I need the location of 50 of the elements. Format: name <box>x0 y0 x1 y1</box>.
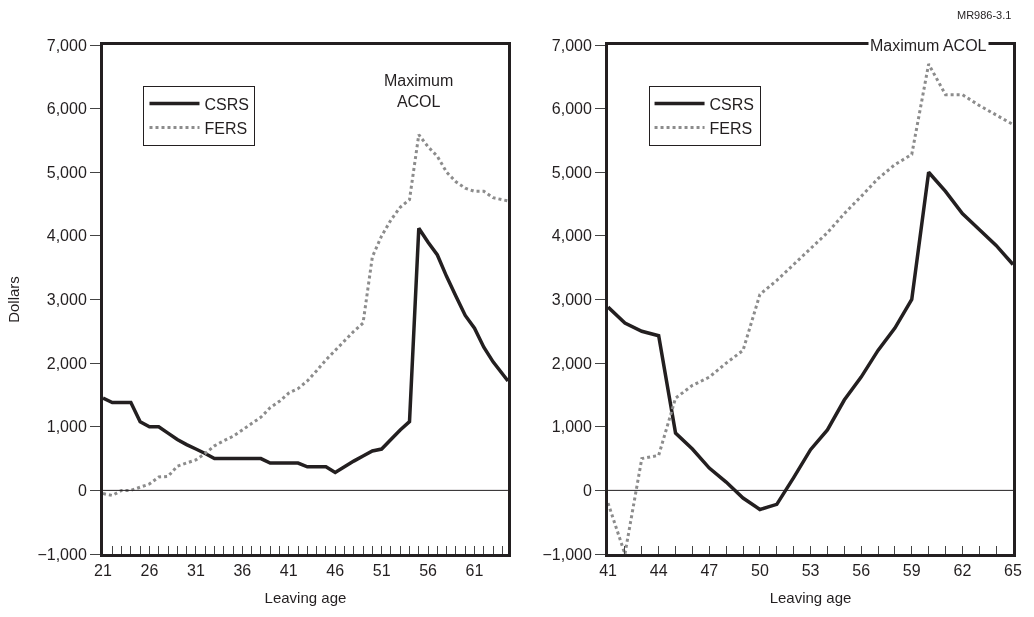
text: MR986-3.1 <box>957 9 1012 21</box>
line-series <box>103 226 508 475</box>
x-axis-title: Leaving age <box>264 589 347 607</box>
x-axis-title: Leaving age <box>769 589 852 607</box>
y-tick-label: 3,000 <box>551 291 592 309</box>
x-tick-label: 44 <box>649 562 668 580</box>
y-tick-label: 4,000 <box>551 227 592 245</box>
x-tick-label: 46 <box>326 562 345 580</box>
legend-label: CSRS <box>204 95 249 113</box>
annotation: Maximum ACOL <box>384 72 454 110</box>
x-tick-label: 21 <box>94 562 112 580</box>
y-tick-label: 4,000 <box>46 227 87 245</box>
y-tick-label: 6,000 <box>551 100 592 118</box>
y-tick-label: 5,000 <box>551 163 592 181</box>
annotation: Maximum ACOL <box>870 37 987 54</box>
y-tick-label: 2,000 <box>46 354 87 372</box>
y-tick-label: −1,000 <box>37 545 87 563</box>
legend-label: FERS <box>204 119 248 137</box>
y-tick-label: 5,000 <box>46 163 87 181</box>
y-tick-label: 1,000 <box>46 418 87 436</box>
x-tick-label: 61 <box>465 562 484 580</box>
line-series <box>103 133 508 497</box>
x-tick-label: 56 <box>419 562 438 580</box>
x-tick-label: 62 <box>953 562 972 580</box>
x-tick-label: 31 <box>186 562 205 580</box>
x-tick-label: 41 <box>599 562 618 580</box>
y-tick-label: 6,000 <box>46 100 87 118</box>
y-tick-label: 3,000 <box>46 291 87 309</box>
x-tick-label: 53 <box>801 562 820 580</box>
y-tick-label: 7,000 <box>46 36 87 54</box>
x-tick-label: 36 <box>233 562 252 580</box>
line-series <box>608 62 1013 554</box>
y-tick-label: 0 <box>582 481 592 499</box>
y-tick-label: 0 <box>77 481 87 499</box>
x-tick-label: 65 <box>1004 562 1022 580</box>
line-series <box>608 170 1013 512</box>
x-tick-label: 50 <box>751 562 769 580</box>
y-axis-title: Dollars <box>4 276 22 323</box>
x-tick-label: 47 <box>700 562 719 580</box>
y-tick-label: 1,000 <box>551 418 592 436</box>
legend-label: FERS <box>709 119 753 137</box>
y-tick-label: 2,000 <box>551 354 592 372</box>
x-tick-label: 59 <box>902 562 921 580</box>
x-tick-label: 26 <box>140 562 159 580</box>
legend-label: CSRS <box>709 95 754 113</box>
y-tick-label: −1,000 <box>542 545 592 563</box>
y-tick-label: 7,000 <box>551 36 592 54</box>
x-tick-label: 56 <box>852 562 871 580</box>
x-tick-label: 41 <box>279 562 298 580</box>
x-tick-label: 51 <box>372 562 391 580</box>
